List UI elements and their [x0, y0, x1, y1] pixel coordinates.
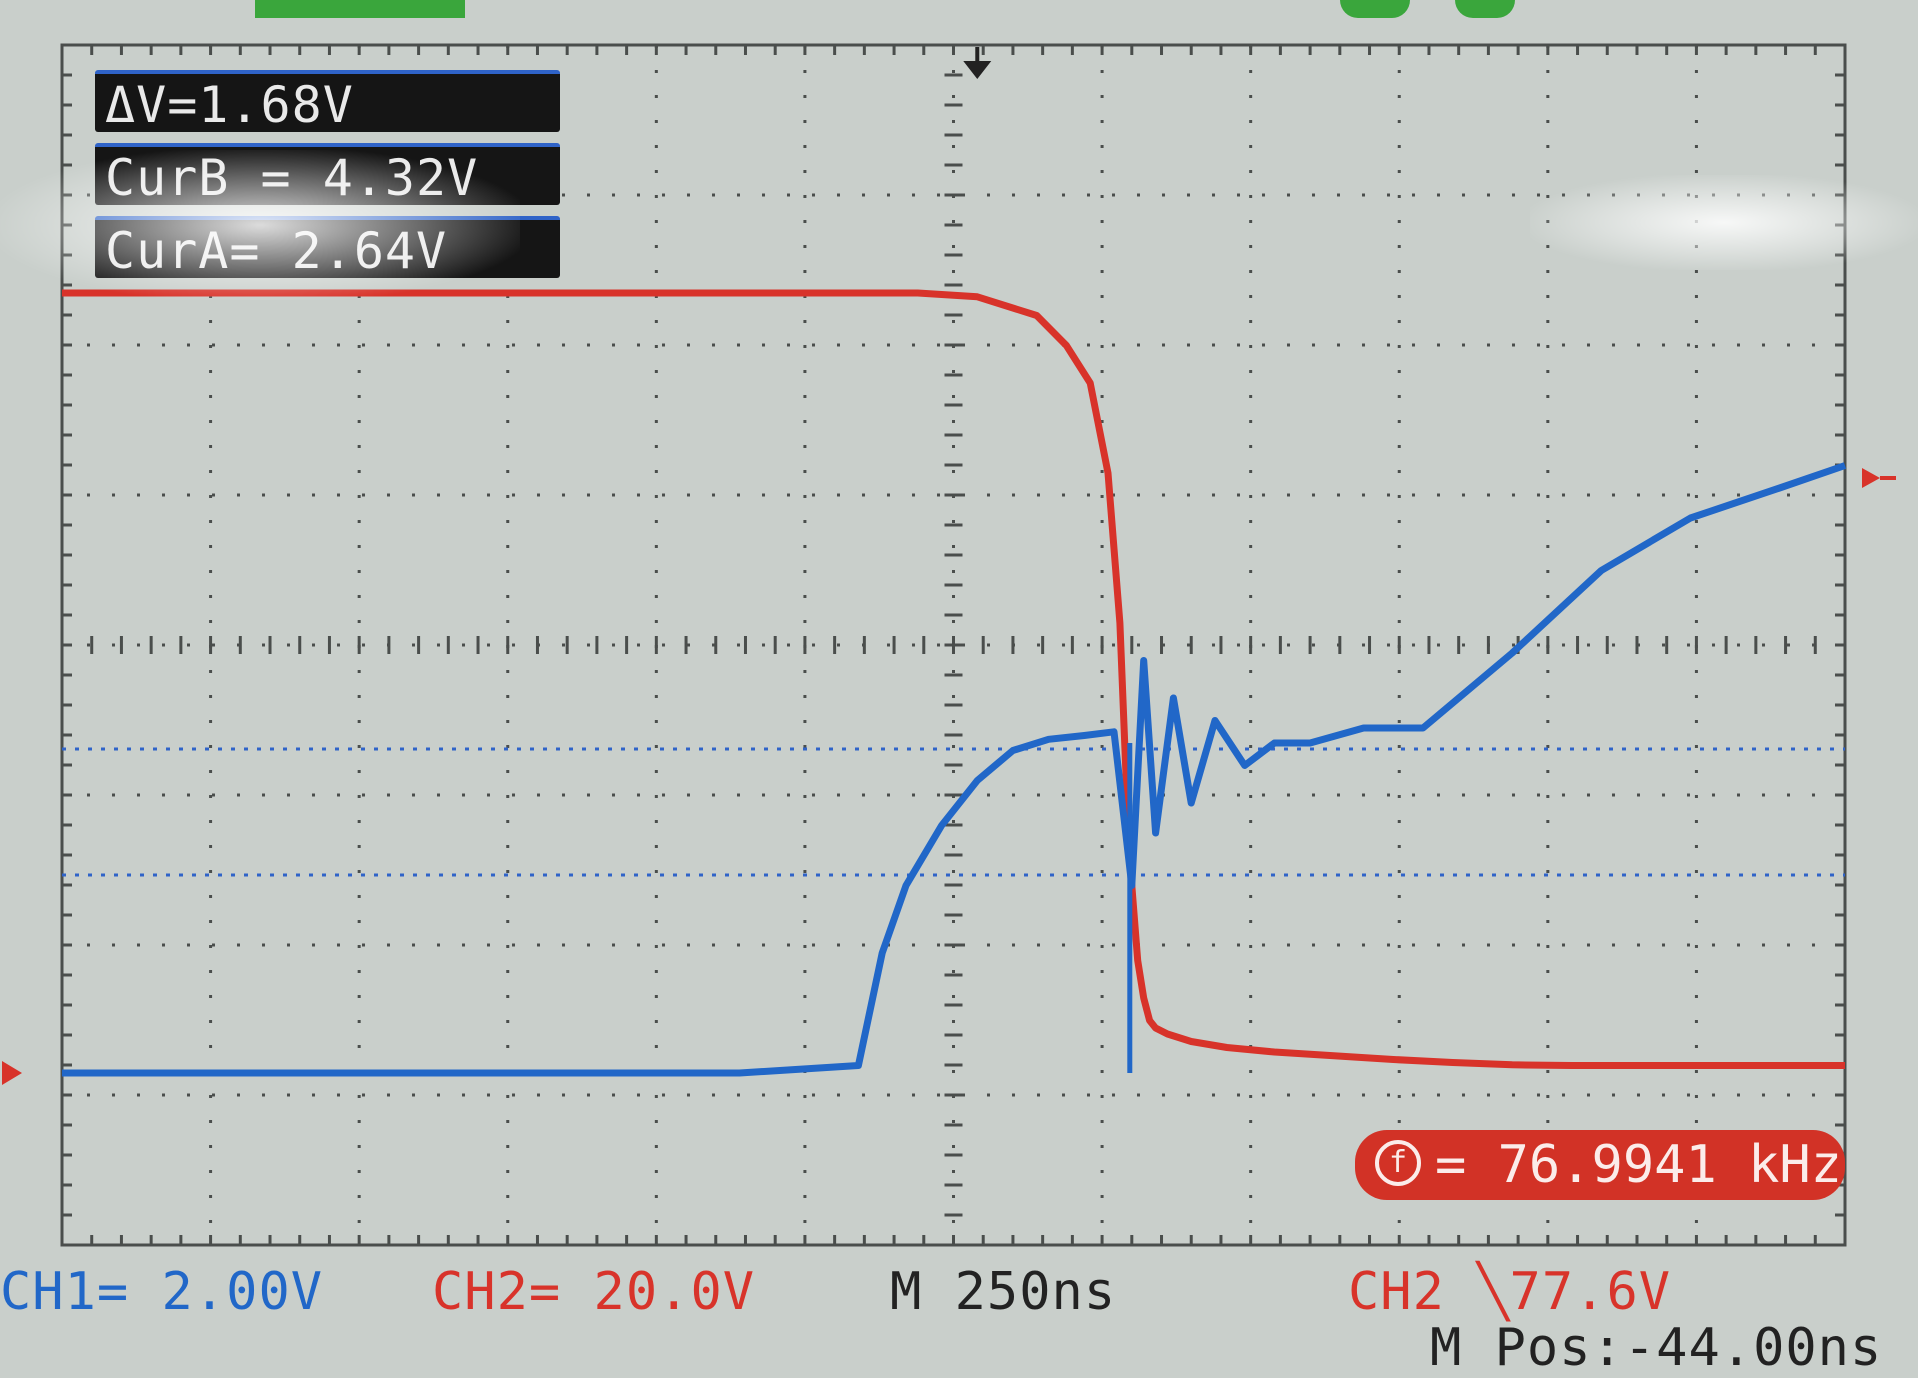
trigger-position-marker — [963, 61, 992, 79]
top-indicator-ch2 — [1455, 0, 1515, 18]
delta-v-value: ΔV=1.68V — [105, 76, 354, 134]
ch1-scale: CH1= 2.00V — [0, 1262, 324, 1322]
frequency-readout: f = 76.9941 kHz — [1355, 1130, 1845, 1200]
timebase: M 250ns — [890, 1262, 1117, 1322]
cursor-b-readout: CurB = 4.32V — [95, 143, 560, 207]
trace-ch1 — [62, 462, 1847, 1077]
cursor-a-value: CurA= 2.64V — [105, 222, 448, 280]
cursor-b-value: CurB = 4.32V — [105, 149, 479, 207]
cursor-a-readout: CurA= 2.64V — [95, 216, 560, 280]
frequency-icon: f — [1375, 1140, 1421, 1186]
trigger-level-marker — [1862, 468, 1880, 488]
top-indicator-ch1 — [1340, 0, 1410, 18]
ch2-scale: CH2= 20.0V — [432, 1262, 756, 1322]
delta-v-readout: ΔV=1.68V — [95, 70, 560, 134]
frequency-value: = 76.9941 kHz — [1435, 1135, 1842, 1195]
ground-marker — [2, 1061, 22, 1085]
m-pos: M Pos:-44.00ns — [1430, 1318, 1883, 1378]
trigger-status-chip — [255, 0, 465, 18]
trigger-level: CH2 ╲77.6V — [1348, 1262, 1672, 1322]
trace-ch2 — [62, 289, 1845, 1069]
